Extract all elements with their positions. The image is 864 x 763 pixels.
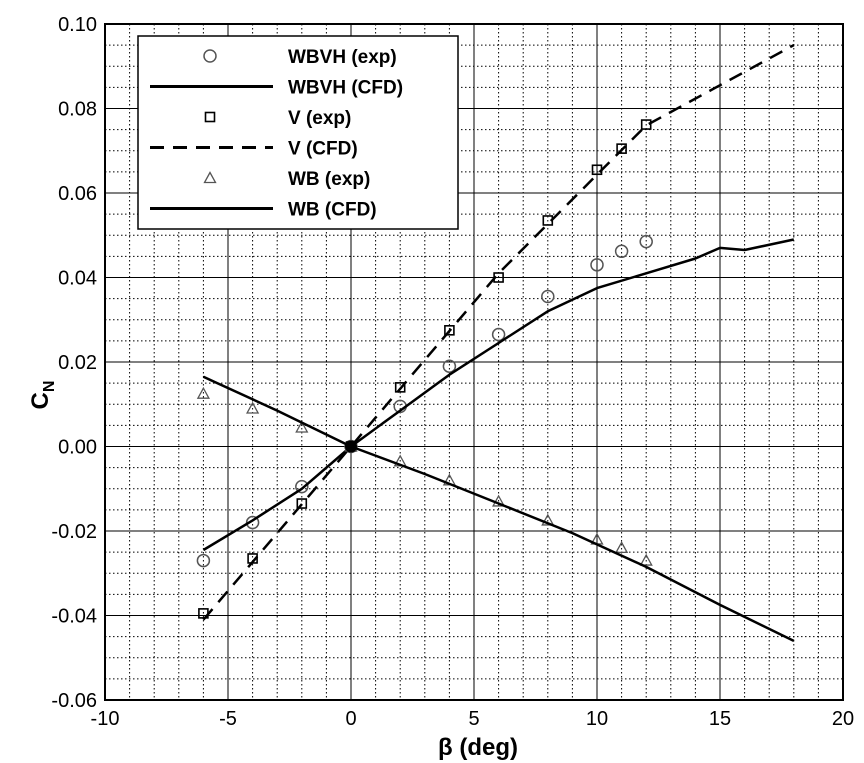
data-point <box>614 244 629 259</box>
y-tick-label: -0.02 <box>51 521 97 543</box>
y-tick-label: 0.08 <box>58 99 97 121</box>
tick-labels: -10 -5 0 5 10 15 20 -0.06 -0.04 -0.02 0.00 0.02 0.04… <box>51 14 854 730</box>
legend-box <box>137 35 459 230</box>
legend-label: WBVH (exp) <box>288 47 397 68</box>
data-point <box>196 386 210 399</box>
legend-label: WBVH (CFD) <box>288 78 403 99</box>
data-point <box>615 541 629 554</box>
legend-entry: WBVH (CFD) <box>150 78 403 99</box>
data-point <box>296 498 308 509</box>
data-point <box>196 553 211 568</box>
data-point <box>491 327 506 342</box>
x-tick-label: -10 <box>91 708 120 730</box>
data-point <box>295 420 309 433</box>
series-5 <box>202 375 795 643</box>
series-3 <box>202 44 795 621</box>
data-point <box>246 401 260 414</box>
y-tick-label: 0.00 <box>58 437 97 459</box>
legend-label: V (exp) <box>288 108 351 129</box>
series-1 <box>202 238 795 552</box>
data-point <box>492 494 506 507</box>
legend-entry: WBVH (exp) <box>203 47 397 68</box>
x-tick-label: 5 <box>468 708 479 730</box>
origin-point <box>345 440 357 453</box>
legend-entry: WB (CFD) <box>150 200 377 221</box>
data-point <box>541 289 555 304</box>
series-layer <box>196 44 795 643</box>
x-tick-label: -5 <box>219 708 237 730</box>
data-point <box>590 258 604 272</box>
legend-label: V (CFD) <box>288 139 358 160</box>
legend-entry: V (exp) <box>204 108 351 129</box>
y-tick-label: -0.06 <box>51 690 97 712</box>
legend-marker-swatch <box>203 49 217 63</box>
legend-entry: WB (exp) <box>203 169 370 190</box>
y-axis-title-main: C <box>27 392 54 409</box>
x-tick-label: 20 <box>832 708 854 730</box>
series-line <box>202 44 795 621</box>
legend-label: WB (CFD) <box>288 200 377 221</box>
x-tick-label: 0 <box>345 708 356 730</box>
data-point <box>442 359 457 373</box>
y-tick-label: 0.06 <box>58 183 97 205</box>
series-4 <box>196 386 653 566</box>
legend-marker-swatch <box>203 171 217 184</box>
data-point <box>245 515 260 530</box>
plot-frame <box>104 23 844 701</box>
x-axis-title: β (deg) <box>438 734 518 761</box>
y-tick-label: 0.04 <box>58 268 97 290</box>
series-line <box>202 238 795 552</box>
data-point <box>295 479 309 494</box>
legend-entry: V (CFD) <box>150 139 358 160</box>
legend-marker-swatch <box>204 111 216 123</box>
y-tick-label: -0.04 <box>51 606 97 628</box>
y-axis-title: CN <box>27 381 58 410</box>
data-point <box>640 119 652 130</box>
y-axis-title-subscript: N <box>41 381 58 393</box>
data-point <box>616 143 627 154</box>
data-point <box>394 382 406 393</box>
legend-label: WB (exp) <box>288 169 370 190</box>
legend: WBVH (exp) WBVH (CFD) V (exp) V (CFD) WB (ex… <box>137 35 459 230</box>
y-tick-label: 0.10 <box>58 14 97 36</box>
y-tick-label: 0.02 <box>58 352 97 374</box>
series-line <box>202 375 795 643</box>
data-point <box>639 553 653 566</box>
x-tick-label: 10 <box>586 708 608 730</box>
data-point <box>444 325 455 336</box>
data-point <box>639 234 653 249</box>
x-tick-label: 15 <box>709 708 731 730</box>
data-point <box>541 513 555 526</box>
